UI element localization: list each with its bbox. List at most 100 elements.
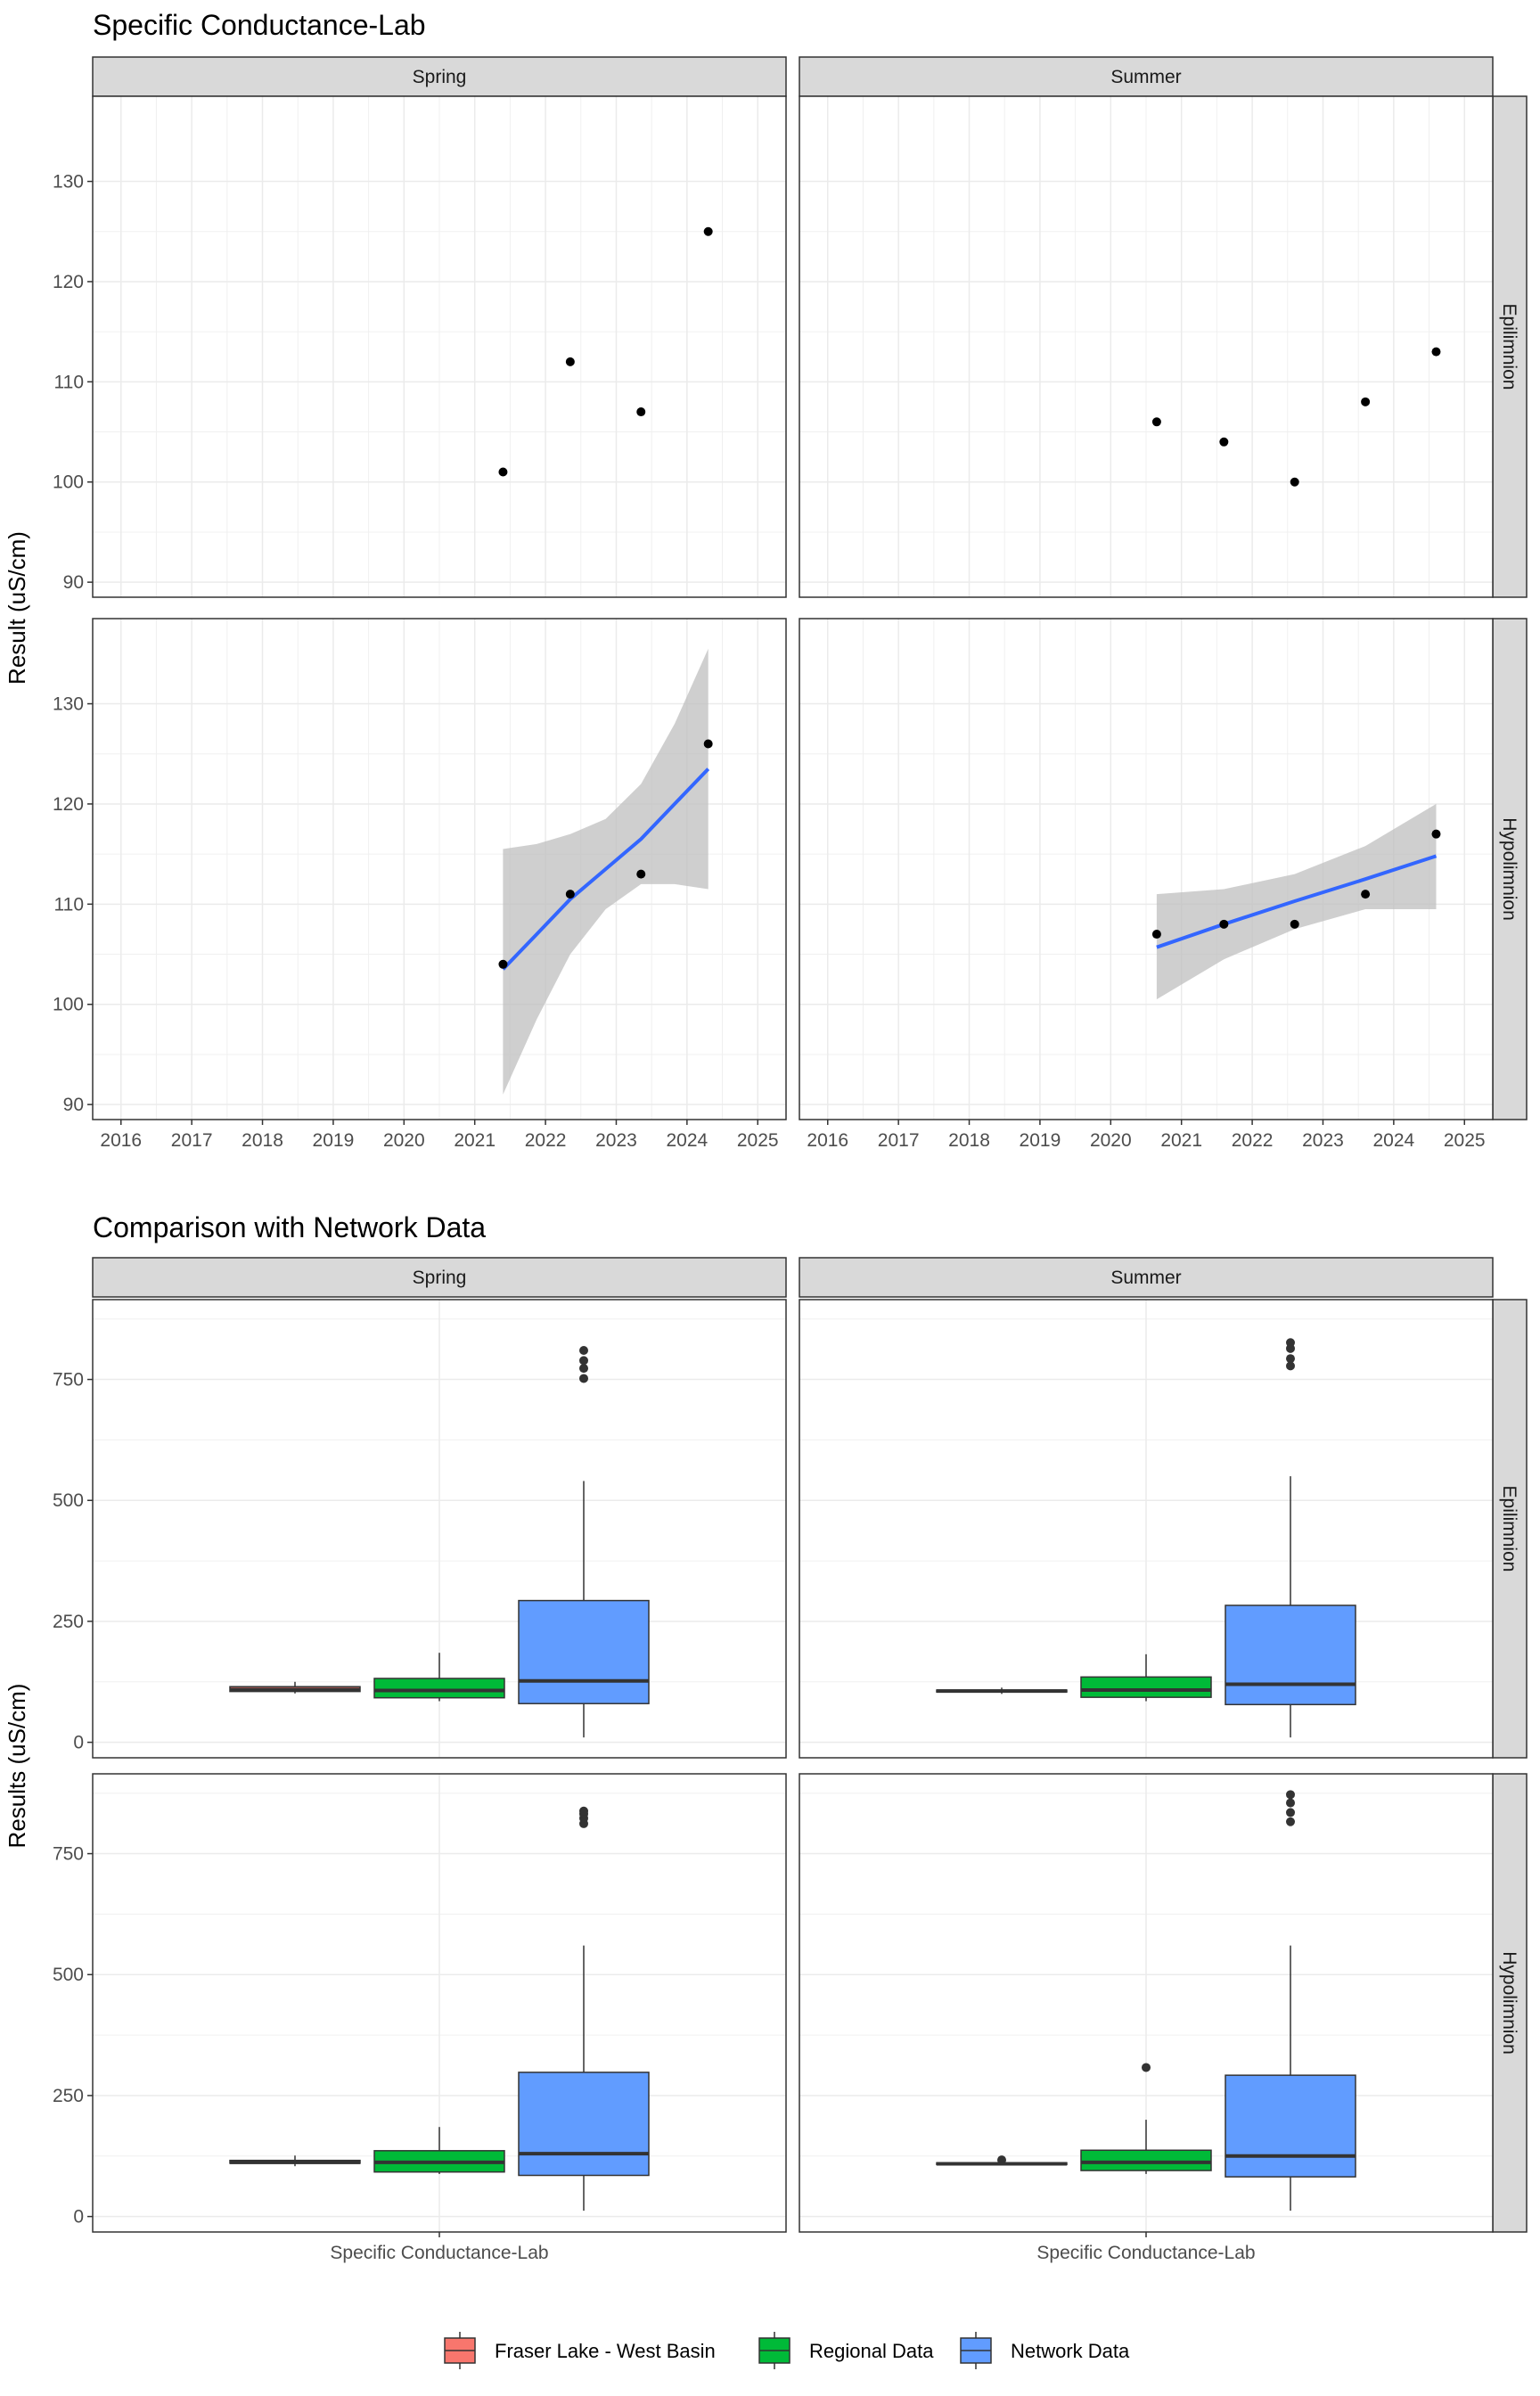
chart-title-comparison: Comparison with Network Data: [93, 1211, 487, 1243]
x-tick-label: 2018: [242, 1130, 283, 1151]
y-tick-label: 90: [63, 572, 84, 593]
panel-epilimnion-spring: [87, 95, 787, 598]
data-point: [1219, 919, 1229, 929]
box-iqr: [1080, 2149, 1212, 2171]
legend-item: Fraser Lake - West Basin: [444, 2332, 716, 2369]
box-fraser-lake-west-basin: [229, 1681, 361, 1694]
legend-item: Network Data: [960, 2332, 1130, 2369]
legend-label: Regional Data: [809, 2340, 934, 2362]
y-tick-label: 120: [53, 794, 84, 815]
box-iqr: [1225, 2074, 1356, 2178]
outlier-point: [579, 1364, 588, 1374]
box-fraser-lake-west-basin: [936, 2155, 1068, 2166]
y-tick-label: 500: [53, 1965, 84, 1985]
box-fraser-lake-west-basin: [936, 1687, 1068, 1694]
facet-strip-label: Hypolimnion: [1499, 817, 1520, 921]
chart-title-trend: Specific Conductance-Lab: [93, 9, 426, 41]
y-tick-label: 120: [53, 272, 84, 292]
outlier-point: [579, 1374, 588, 1383]
legend: Fraser Lake - West Basin Regional Data Net…: [444, 2332, 1130, 2369]
box-network-data: [518, 1806, 650, 2211]
facet-strip-epilimnion: [1492, 1299, 1528, 1759]
y-tick-label: 250: [53, 1612, 84, 1632]
legend-item: Regional Data: [758, 2332, 934, 2369]
panel-border: [92, 1299, 787, 1759]
box-network-data: [518, 1345, 650, 1738]
box-regional-data: [1080, 2063, 1212, 2174]
box-network-data: [1225, 1790, 1356, 2211]
y-tick-label: 110: [54, 372, 84, 392]
panel-epilimnion-spring: [87, 1299, 787, 1759]
trend-line: [501, 767, 710, 971]
box-iqr: [1225, 1604, 1356, 1706]
box-iqr: [518, 1599, 650, 1704]
data-point: [1361, 397, 1371, 406]
x-tick-label: 2025: [1444, 1130, 1486, 1151]
x-tick-label: 2025: [737, 1130, 779, 1151]
panel-hypolimnion-summer: [799, 618, 1494, 1125]
box-iqr: [373, 1678, 505, 1699]
panel-epilimnion-summer: [799, 1299, 1494, 1759]
confidence-ribbon: [503, 648, 709, 1095]
y-tick-label: 90: [63, 1095, 84, 1115]
outlier-point: [1286, 1354, 1295, 1364]
facet-strip-hypolimnion: [1492, 618, 1528, 1120]
data-point: [1290, 919, 1299, 929]
y-tick-label: 110: [54, 894, 84, 915]
panel-border: [799, 618, 1494, 1120]
x-tick-label: 2023: [595, 1130, 637, 1151]
facet-strip-hypolimnion: [1492, 1773, 1528, 2233]
data-point: [1151, 930, 1161, 940]
x-tick-label: 2019: [1020, 1130, 1061, 1151]
y-tick-label: 100: [53, 995, 84, 1015]
data-point: [1361, 890, 1371, 899]
x-tick-label: 2020: [383, 1130, 425, 1151]
data-point: [703, 226, 713, 236]
x-tick-label: Specific Conductance-Lab: [1036, 2243, 1255, 2263]
panel-border: [92, 95, 787, 598]
data-point: [1151, 417, 1161, 427]
box-fraser-lake-west-basin: [229, 2155, 361, 2167]
data-point: [1219, 437, 1229, 447]
facet-strip-label: Spring: [413, 1268, 467, 1288]
outlier-point: [579, 1806, 588, 1816]
outlier-point: [1286, 1808, 1295, 1818]
outlier-point: [1142, 2063, 1151, 2072]
trend-line: [1156, 854, 1438, 949]
x-tick-label: 2017: [878, 1130, 920, 1151]
data-point: [703, 739, 713, 749]
x-tick-label: 2019: [313, 1130, 355, 1151]
outlier-point: [1286, 1790, 1295, 1800]
y-tick-label: 0: [73, 1733, 84, 1753]
legend-label: Network Data: [1011, 2340, 1130, 2362]
y-tick-label: 750: [53, 1844, 84, 1865]
x-tick-label: 2020: [1090, 1130, 1132, 1151]
data-point: [498, 959, 508, 969]
data-point: [1431, 829, 1441, 839]
facet-strip-label: Spring: [413, 67, 467, 87]
outlier-point: [579, 1345, 588, 1355]
x-tick-label: 2023: [1302, 1130, 1344, 1151]
y-tick-label: 100: [53, 472, 84, 493]
x-tick-label: 2016: [100, 1130, 142, 1151]
x-tick-label: 2022: [525, 1130, 567, 1151]
facet-strip-label: Epilimnion: [1499, 1486, 1520, 1572]
panel-border: [799, 95, 1494, 598]
outlier-point: [1286, 1338, 1295, 1348]
data-point: [1290, 477, 1299, 487]
panel-hypolimnion-summer: [799, 1773, 1494, 2237]
outlier-point: [1286, 1817, 1295, 1826]
box-regional-data: [373, 1653, 505, 1702]
data-point: [498, 467, 508, 477]
box-regional-data: [373, 2127, 505, 2174]
x-tick-label: 2024: [1372, 1130, 1414, 1151]
box-regional-data: [1080, 1653, 1212, 1702]
y-tick-label: 130: [53, 694, 84, 715]
facet-strip-summer: [799, 56, 1494, 97]
y-tick-label: 750: [53, 1370, 84, 1391]
x-tick-label: 2022: [1232, 1130, 1274, 1151]
panel-hypolimnion-spring: [87, 618, 787, 1125]
facet-strip-label: Hypolimnion: [1499, 1951, 1520, 2055]
panel-epilimnion-summer: [799, 95, 1494, 598]
y-tick-label: 0: [73, 2207, 84, 2228]
